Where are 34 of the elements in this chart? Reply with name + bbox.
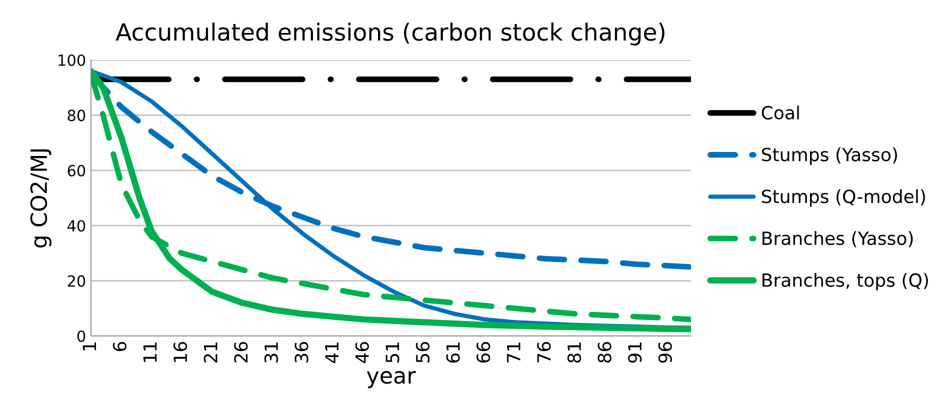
x-tick-label: 11 — [143, 342, 157, 362]
legend-label: Branches (Yasso) — [762, 231, 913, 248]
y-tick-label: 20 — [68, 275, 86, 287]
x-tick-label: 66 — [476, 342, 490, 363]
y-tick-label: 0 — [77, 330, 86, 342]
x-tick-label: 21 — [204, 342, 218, 363]
x-tick-label: 6 — [112, 342, 127, 352]
x-tick-label: 26 — [234, 342, 248, 363]
x-tick-label: 71 — [507, 342, 520, 362]
x-tick-label: 1 — [82, 342, 96, 350]
x-tick-label: 96 — [658, 342, 672, 363]
x-tick-label: 56 — [416, 342, 430, 362]
x-tick-label: 41 — [325, 342, 338, 363]
x-tick-label: 76 — [537, 342, 551, 362]
legend-label: Branches, tops (Q) — [762, 272, 928, 290]
x-tick-label: 36 — [294, 342, 308, 362]
x-tick-label: 81 — [567, 342, 582, 363]
x-axis-title: year — [366, 371, 416, 388]
x-tick-label: 31 — [264, 342, 278, 362]
y-tick-label: 80 — [68, 110, 86, 122]
y-axis-title: g CO2/MJ — [30, 149, 52, 248]
y-tick-label: 60 — [68, 164, 86, 176]
chart-title: Accumulated emissions (carbon stock change) — [116, 22, 664, 46]
legend-label: Stumps (Yasso) — [762, 147, 897, 165]
legend-label: Stumps (Q-model) — [762, 189, 925, 207]
x-tick-label: 91 — [628, 342, 642, 363]
x-tick-label: 86 — [598, 342, 612, 363]
legend-label: Coal — [762, 106, 799, 120]
x-tick-label: 16 — [173, 342, 188, 362]
x-tick-label: 51 — [386, 342, 400, 362]
x-tick-label: 61 — [446, 342, 460, 363]
y-tick-label: 100 — [58, 54, 86, 66]
x-tick-label: 46 — [355, 342, 369, 363]
y-tick-label: 40 — [67, 220, 86, 232]
